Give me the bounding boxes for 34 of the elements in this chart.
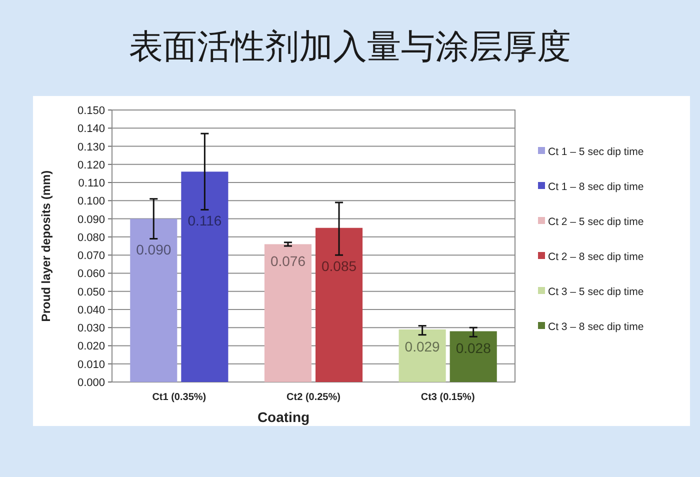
legend-label: Ct 1 – 8 sec dip time <box>548 181 644 193</box>
y-tick-label: 0.020 <box>77 340 105 353</box>
data-label: 0.085 <box>322 258 357 274</box>
y-tick-label: 0.100 <box>77 196 105 208</box>
legend-label: Ct 3 – 5 sec dip time <box>548 286 644 298</box>
y-tick-label: 0.040 <box>77 304 105 316</box>
x-tick-label: Ct3 (0.15%) <box>420 392 475 403</box>
data-label: 0.116 <box>188 212 222 229</box>
data-label: 0.029 <box>404 338 440 354</box>
legend-label: Ct 2 – 5 sec dip time <box>548 216 644 228</box>
legend-label: Ct 1 – 5 sec dip time <box>548 146 644 158</box>
y-tick-label: 0.080 <box>77 232 105 244</box>
y-tick-label: 0.090 <box>77 214 105 226</box>
legend-label: Ct 3 – 8 sec dip time <box>548 321 644 333</box>
y-tick-label: 0.060 <box>77 268 105 280</box>
y-tick-label: 0.150 <box>77 105 105 117</box>
y-tick-label: 0.120 <box>77 159 105 172</box>
y-tick-label: 0.140 <box>77 123 105 136</box>
data-label: 0.028 <box>456 340 492 356</box>
y-tick-label: 0.070 <box>77 250 105 262</box>
y-tick-label: 0.000 <box>77 377 105 389</box>
x-axis-title: Coating <box>257 409 310 425</box>
legend-label: Ct 2 – 8 sec dip time <box>548 251 644 263</box>
x-tick-label: Ct1 (0.35%) <box>152 392 206 403</box>
y-axis-title: Proud layer deposits (mm) <box>39 170 53 322</box>
y-tick-label: 0.050 <box>77 286 105 298</box>
data-label: 0.076 <box>270 253 306 270</box>
chart-title: 表面活性剂加入量与涂层厚度 <box>129 28 571 66</box>
x-tick-label: Ct2 (0.25%) <box>286 392 340 403</box>
y-tick-label: 0.010 <box>77 358 105 371</box>
y-tick-label: 0.130 <box>77 141 105 154</box>
y-tick-label: 0.110 <box>78 178 105 190</box>
y-tick-label: 0.030 <box>77 322 105 335</box>
data-label: 0.090 <box>136 242 172 258</box>
